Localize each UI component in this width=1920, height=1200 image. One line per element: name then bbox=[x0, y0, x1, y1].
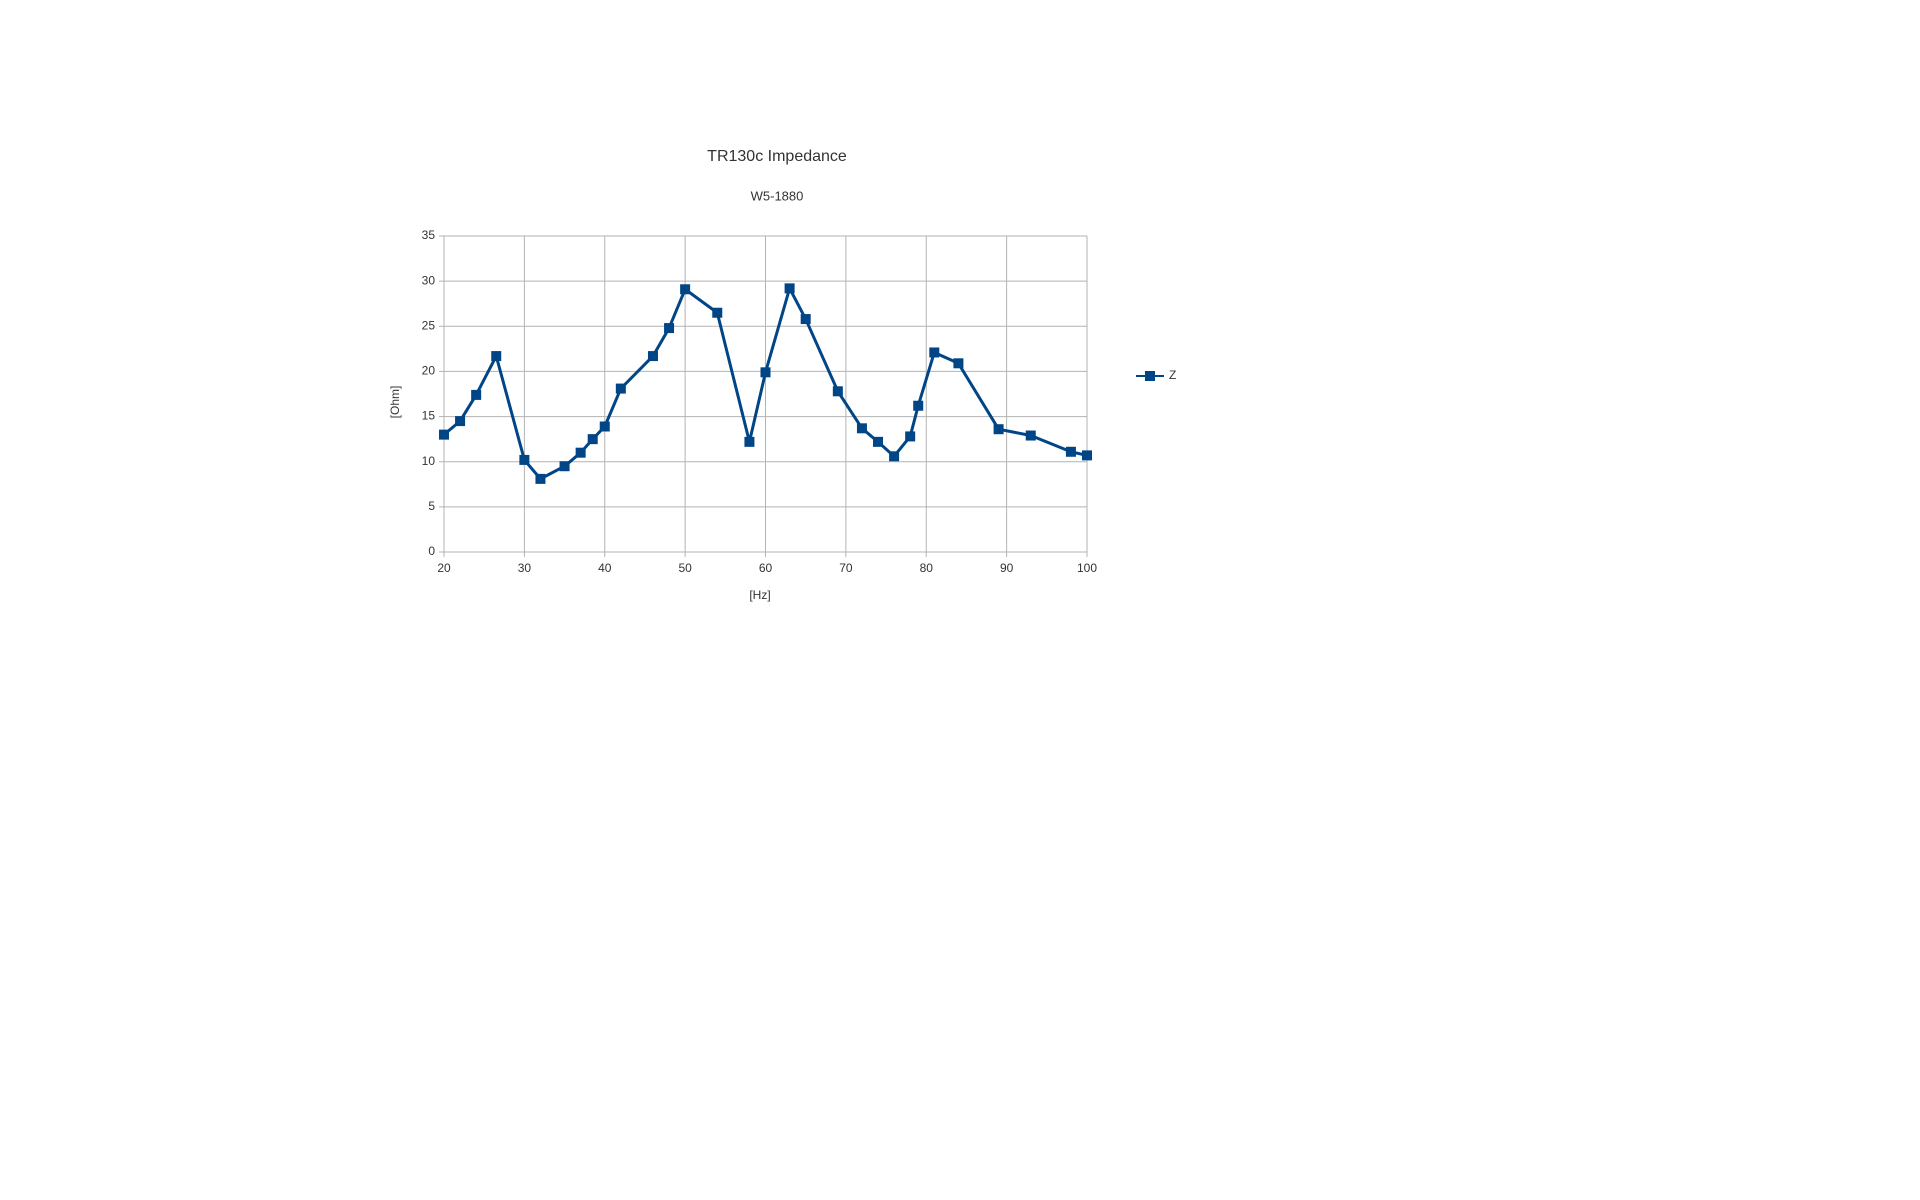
y-tick-label: 5 bbox=[428, 499, 435, 513]
data-point bbox=[647, 351, 658, 362]
x-tick-label: 90 bbox=[1000, 561, 1014, 575]
data-point bbox=[1025, 430, 1036, 441]
data-point bbox=[1065, 446, 1076, 457]
data-point bbox=[993, 424, 1004, 435]
chart-title: TR130c Impedance bbox=[707, 148, 847, 165]
data-point bbox=[599, 421, 610, 432]
data-point bbox=[680, 284, 691, 295]
x-tick-label: 60 bbox=[759, 561, 773, 575]
x-tick-label: 40 bbox=[598, 561, 612, 575]
data-point bbox=[856, 423, 867, 434]
y-tick-label: 30 bbox=[422, 273, 436, 287]
data-point bbox=[535, 473, 546, 484]
x-tick-label: 100 bbox=[1077, 561, 1097, 575]
y-tick-label: 15 bbox=[422, 409, 436, 423]
x-axis-label: [Hz] bbox=[749, 588, 770, 602]
data-point bbox=[760, 367, 771, 378]
y-tick-label: 10 bbox=[422, 454, 436, 468]
data-point bbox=[455, 416, 466, 427]
data-point bbox=[587, 434, 598, 445]
chart-subtitle: W5-1880 bbox=[751, 188, 804, 203]
x-tick-label: 50 bbox=[678, 561, 692, 575]
data-point bbox=[889, 451, 900, 462]
data-point bbox=[664, 323, 675, 334]
x-tick-label: 30 bbox=[518, 561, 532, 575]
data-point bbox=[1082, 450, 1092, 461]
y-tick-label: 0 bbox=[428, 544, 435, 558]
data-point bbox=[491, 351, 502, 362]
x-tick-label: 80 bbox=[920, 561, 934, 575]
y-tick-label: 25 bbox=[422, 318, 436, 332]
data-point bbox=[615, 383, 626, 394]
data-point bbox=[712, 307, 723, 318]
data-point bbox=[439, 429, 449, 440]
y-tick-label: 35 bbox=[422, 228, 436, 242]
data-point bbox=[832, 386, 843, 397]
data-point bbox=[575, 447, 586, 458]
y-axis-label: [Ohm] bbox=[388, 386, 402, 419]
data-point bbox=[559, 461, 570, 472]
legend-marker bbox=[1145, 371, 1155, 381]
x-tick-label: 70 bbox=[839, 561, 853, 575]
data-point bbox=[905, 431, 916, 442]
data-point bbox=[913, 400, 924, 411]
data-point bbox=[519, 454, 530, 465]
data-point bbox=[471, 389, 482, 400]
data-point bbox=[873, 436, 884, 447]
legend-label: Z bbox=[1169, 368, 1176, 382]
data-point bbox=[929, 347, 940, 358]
data-point bbox=[744, 436, 755, 447]
data-point bbox=[784, 283, 795, 294]
data-point bbox=[800, 314, 811, 325]
data-point bbox=[953, 358, 964, 369]
x-tick-label: 20 bbox=[437, 561, 451, 575]
y-tick-label: 20 bbox=[422, 364, 436, 378]
